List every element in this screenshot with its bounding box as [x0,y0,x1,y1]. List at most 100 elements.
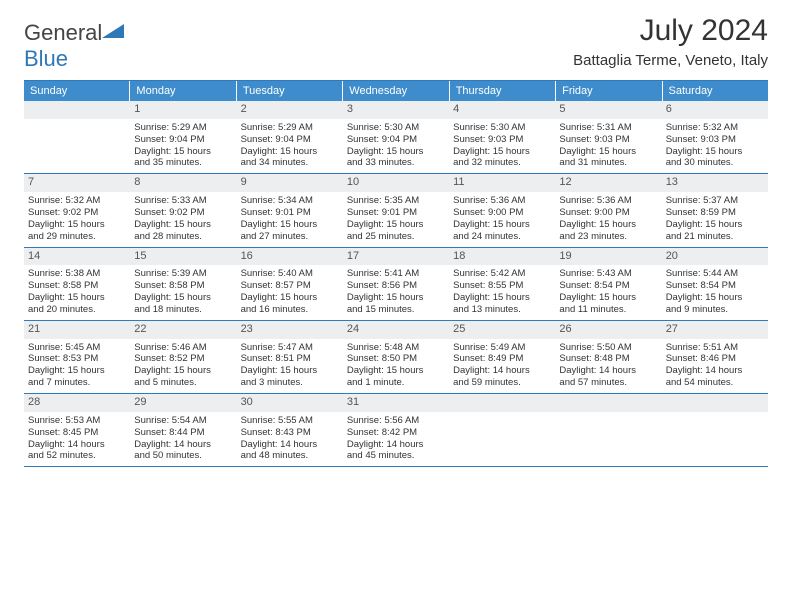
day-number: 30 [237,394,343,412]
day-daylight2: and 50 minutes. [134,450,232,462]
day-sunset: Sunset: 9:03 PM [666,134,764,146]
day-daylight1: Daylight: 15 hours [241,292,339,304]
day-cell: 22Sunrise: 5:46 AMSunset: 8:52 PMDayligh… [130,321,236,393]
day-sunrise: Sunrise: 5:34 AM [241,195,339,207]
day-cell: 1Sunrise: 5:29 AMSunset: 9:04 PMDaylight… [130,101,236,173]
day-daylight1: Daylight: 15 hours [453,292,551,304]
month-title: July 2024 [573,14,768,48]
day-daylight1: Daylight: 15 hours [241,365,339,377]
day-daylight2: and 7 minutes. [28,377,126,389]
day-daylight2: and 34 minutes. [241,157,339,169]
day-daylight2: and 57 minutes. [559,377,657,389]
day-sunset: Sunset: 8:59 PM [666,207,764,219]
day-daylight2: and 35 minutes. [134,157,232,169]
day-daylight2: and 28 minutes. [134,231,232,243]
week-row: 14Sunrise: 5:38 AMSunset: 8:58 PMDayligh… [24,248,768,321]
day-daylight1: Daylight: 15 hours [28,292,126,304]
day-number [24,101,130,119]
day-cell: 11Sunrise: 5:36 AMSunset: 9:00 PMDayligh… [449,174,555,246]
day-sunset: Sunset: 8:54 PM [666,280,764,292]
weekday-header: Friday [556,81,662,101]
weekday-header: Sunday [24,81,130,101]
day-sunrise: Sunrise: 5:32 AM [666,122,764,134]
day-sunset: Sunset: 9:04 PM [134,134,232,146]
day-number: 9 [237,174,343,192]
day-sunrise: Sunrise: 5:40 AM [241,268,339,280]
day-cell [555,394,661,466]
day-cell: 6 Sunrise: 5:32 AMSunset: 9:03 PMDaylight… [662,101,768,173]
day-sunset: Sunset: 8:48 PM [559,353,657,365]
day-daylight2: and 5 minutes. [134,377,232,389]
day-sunset: Sunset: 9:04 PM [241,134,339,146]
day-sunrise: Sunrise: 5:30 AM [347,122,445,134]
day-sunset: Sunset: 8:58 PM [134,280,232,292]
day-number: 29 [130,394,236,412]
weekday-row: SundayMondayTuesdayWednesdayThursdayFrid… [24,81,768,101]
day-sunset: Sunset: 9:00 PM [453,207,551,219]
day-number: 22 [130,321,236,339]
day-number [449,394,555,412]
day-daylight1: Daylight: 14 hours [453,365,551,377]
day-daylight2: and 13 minutes. [453,304,551,316]
day-sunset: Sunset: 9:01 PM [347,207,445,219]
day-sunset: Sunset: 8:56 PM [347,280,445,292]
day-cell [24,101,130,173]
day-sunset: Sunset: 9:02 PM [134,207,232,219]
day-daylight2: and 20 minutes. [28,304,126,316]
day-daylight2: and 33 minutes. [347,157,445,169]
day-daylight2: and 11 minutes. [559,304,657,316]
day-sunrise: Sunrise: 5:30 AM [453,122,551,134]
weekday-header: Saturday [663,81,768,101]
day-daylight1: Daylight: 15 hours [134,292,232,304]
day-sunset: Sunset: 8:43 PM [241,427,339,439]
day-daylight2: and 54 minutes. [666,377,764,389]
day-number: 10 [343,174,449,192]
day-number: 4 [449,101,555,119]
day-sunrise: Sunrise: 5:31 AM [559,122,657,134]
day-sunrise: Sunrise: 5:39 AM [134,268,232,280]
day-cell [662,394,768,466]
day-number: 23 [237,321,343,339]
day-sunrise: Sunrise: 5:35 AM [347,195,445,207]
day-sunrise: Sunrise: 5:53 AM [28,415,126,427]
day-sunset: Sunset: 8:53 PM [28,353,126,365]
day-cell: 7Sunrise: 5:32 AMSunset: 9:02 PMDaylight… [24,174,130,246]
day-number: 20 [662,248,768,266]
day-daylight1: Daylight: 15 hours [666,146,764,158]
day-sunrise: Sunrise: 5:49 AM [453,342,551,354]
day-cell: 18Sunrise: 5:42 AMSunset: 8:55 PMDayligh… [449,248,555,320]
day-sunrise: Sunrise: 5:38 AM [28,268,126,280]
day-sunset: Sunset: 8:52 PM [134,353,232,365]
day-number: 11 [449,174,555,192]
day-sunrise: Sunrise: 5:51 AM [666,342,764,354]
day-number: 14 [24,248,130,266]
day-daylight2: and 52 minutes. [28,450,126,462]
day-number: 6 [662,101,768,119]
day-cell: 2Sunrise: 5:29 AMSunset: 9:04 PMDaylight… [237,101,343,173]
week-row: 21Sunrise: 5:45 AMSunset: 8:53 PMDayligh… [24,321,768,394]
day-daylight1: Daylight: 15 hours [28,219,126,231]
day-sunrise: Sunrise: 5:44 AM [666,268,764,280]
logo-text-1: General [24,20,102,45]
day-sunrise: Sunrise: 5:36 AM [559,195,657,207]
day-sunrise: Sunrise: 5:43 AM [559,268,657,280]
day-cell [449,394,555,466]
weekday-header: Tuesday [237,81,343,101]
day-daylight2: and 31 minutes. [559,157,657,169]
day-cell: 26Sunrise: 5:50 AMSunset: 8:48 PMDayligh… [555,321,661,393]
day-sunrise: Sunrise: 5:36 AM [453,195,551,207]
day-daylight1: Daylight: 15 hours [134,365,232,377]
day-sunrise: Sunrise: 5:54 AM [134,415,232,427]
weekday-header: Monday [130,81,236,101]
day-number: 31 [343,394,449,412]
day-sunset: Sunset: 8:46 PM [666,353,764,365]
day-daylight2: and 16 minutes. [241,304,339,316]
day-daylight2: and 1 minute. [347,377,445,389]
day-sunset: Sunset: 8:42 PM [347,427,445,439]
day-number: 27 [662,321,768,339]
day-cell: 12Sunrise: 5:36 AMSunset: 9:00 PMDayligh… [555,174,661,246]
day-sunrise: Sunrise: 5:41 AM [347,268,445,280]
day-number: 28 [24,394,130,412]
day-number: 17 [343,248,449,266]
day-sunset: Sunset: 8:49 PM [453,353,551,365]
